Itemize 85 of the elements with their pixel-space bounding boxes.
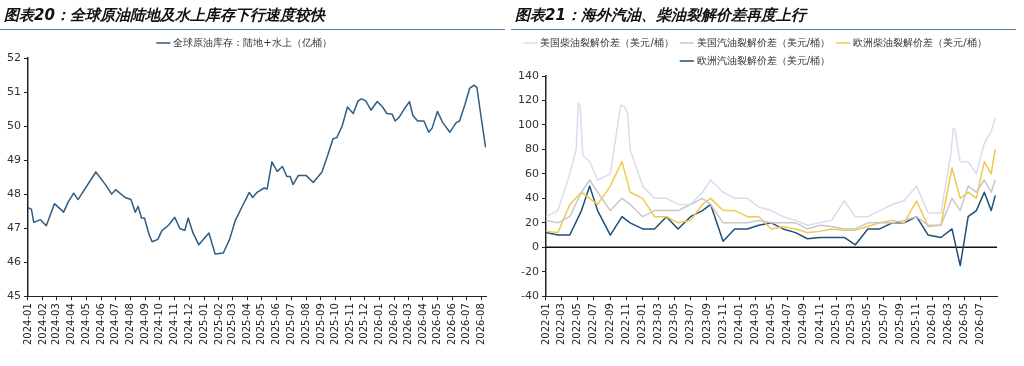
x-tick-label: 2024-08: [124, 303, 136, 346]
y-tick-label: 140: [518, 68, 539, 82]
x-tick-label: 2023-07: [684, 303, 696, 346]
x-tick-label: 2026-06: [445, 303, 457, 346]
x-tick-label: 2025-05: [861, 303, 873, 346]
x-tick-label: 2026-03: [941, 303, 953, 346]
x-tick-label: 2022-07: [587, 303, 599, 346]
x-tick-label: 2024-03: [50, 303, 62, 346]
chart-title: 图表21：海外汽油、柴油裂解价差再度上行: [511, 4, 1016, 30]
x-tick-label: 2025-08: [299, 303, 311, 346]
y-tick-label: 0: [532, 240, 539, 254]
x-tick-label: 2024-09: [797, 303, 809, 346]
x-tick-label: 2024-11: [168, 303, 180, 346]
x-tick-label: 2025-03: [226, 303, 238, 346]
legend-label: 欧洲汽油裂解价差（美元/桶）: [696, 54, 831, 66]
y-tick-label: 100: [518, 117, 539, 131]
y-tick-label: 80: [525, 142, 539, 156]
x-tick-label: 2026-05: [958, 303, 970, 346]
x-tick-label: 2025-04: [240, 303, 252, 346]
x-tick-label: 2024-03: [748, 303, 760, 346]
y-tick-label: -40: [521, 289, 539, 303]
x-tick-label: 2025-01: [197, 303, 209, 346]
x-tick-label: 2026-03: [401, 303, 413, 346]
x-tick-label: 2024-01: [732, 303, 744, 346]
x-tick-label: 2024-01: [21, 303, 33, 346]
x-tick-label: 2023-05: [667, 303, 679, 346]
x-tick-label: 2024-09: [138, 303, 150, 346]
y-tick-label: 45: [7, 289, 21, 303]
x-tick-label: 2025-07: [877, 303, 889, 346]
x-tick-label: 2022-11: [620, 303, 632, 346]
x-tick-label: 2022-01: [539, 303, 551, 346]
x-tick-label: 2022-03: [555, 303, 567, 346]
x-tick-label: 2024-05: [764, 303, 776, 346]
x-tick-label: 2026-01: [373, 303, 385, 346]
x-tick-label: 2024-07: [780, 303, 792, 346]
x-tick-label: 2025-01: [829, 303, 841, 346]
x-tick-label: 2022-05: [571, 303, 583, 346]
x-tick-label: 2024-04: [65, 303, 77, 346]
x-tick-label: 2025-09: [314, 303, 326, 346]
x-tick-label: 2023-09: [700, 303, 712, 346]
y-tick-label: 60: [525, 166, 539, 180]
y-tick-label: 120: [518, 93, 539, 107]
x-tick-label: 2024-10: [153, 303, 165, 346]
x-tick-label: 2026-01: [926, 303, 938, 346]
legend-label: 美国柴油裂解价差（美元/桶）: [540, 36, 674, 48]
x-tick-label: 2024-11: [813, 303, 825, 346]
x-tick-label: 2026-07: [974, 303, 986, 346]
x-tick-label: 2025-03: [845, 303, 857, 346]
x-tick-label: 2024-12: [182, 303, 194, 346]
x-tick-label: 2022-09: [603, 303, 615, 346]
x-tick-label: 2026-02: [388, 303, 400, 346]
y-tick-label: 51: [7, 84, 21, 98]
x-tick-label: 2024-02: [36, 303, 48, 346]
y-tick-label: 48: [7, 186, 21, 200]
y-tick-label: -20: [521, 264, 539, 278]
x-tick-label: 2025-11: [910, 303, 922, 346]
x-tick-label: 2025-12: [358, 303, 370, 346]
x-tick-label: 2025-05: [255, 303, 267, 346]
legend-label: 欧洲柴油裂解价差（美元/桶）: [853, 36, 987, 48]
y-tick-label: 50: [7, 118, 21, 132]
x-tick-label: 2025-10: [329, 303, 341, 346]
legend-label: 美国汽油裂解价差（美元/桶）: [696, 36, 831, 48]
chart-title: 图表20：全球原油陆地及水上库存下行速度较快: [0, 4, 505, 30]
y-tick-label: 47: [7, 221, 21, 235]
legend-label: 全球原油库存：陆地+水上（亿桶）: [173, 36, 332, 48]
x-tick-label: 2024-07: [109, 303, 121, 346]
x-tick-label: 2026-04: [416, 303, 428, 346]
x-tick-label: 2025-09: [893, 303, 905, 346]
x-tick-label: 2026-05: [431, 303, 442, 346]
x-tick-label: 2026-08: [475, 303, 487, 346]
x-tick-label: 2026-07: [460, 303, 472, 346]
x-tick-label: 2025-02: [212, 303, 224, 346]
y-tick-label: 40: [525, 191, 539, 205]
x-tick-label: 2023-01: [636, 303, 648, 346]
x-tick-label: 2024-05: [79, 303, 91, 346]
y-tick-label: 20: [525, 215, 539, 229]
x-tick-label: 2023-03: [651, 303, 663, 346]
x-tick-label: 2024-06: [94, 303, 106, 346]
x-tick-label: 2025-06: [270, 303, 282, 346]
y-tick-label: 49: [7, 152, 21, 166]
x-tick-label: 2023-11: [716, 303, 728, 346]
y-tick-label: 46: [7, 255, 21, 269]
x-tick-label: 2025-11: [343, 303, 355, 346]
y-tick-label: 52: [7, 50, 21, 64]
x-tick-label: 2025-07: [284, 303, 296, 346]
